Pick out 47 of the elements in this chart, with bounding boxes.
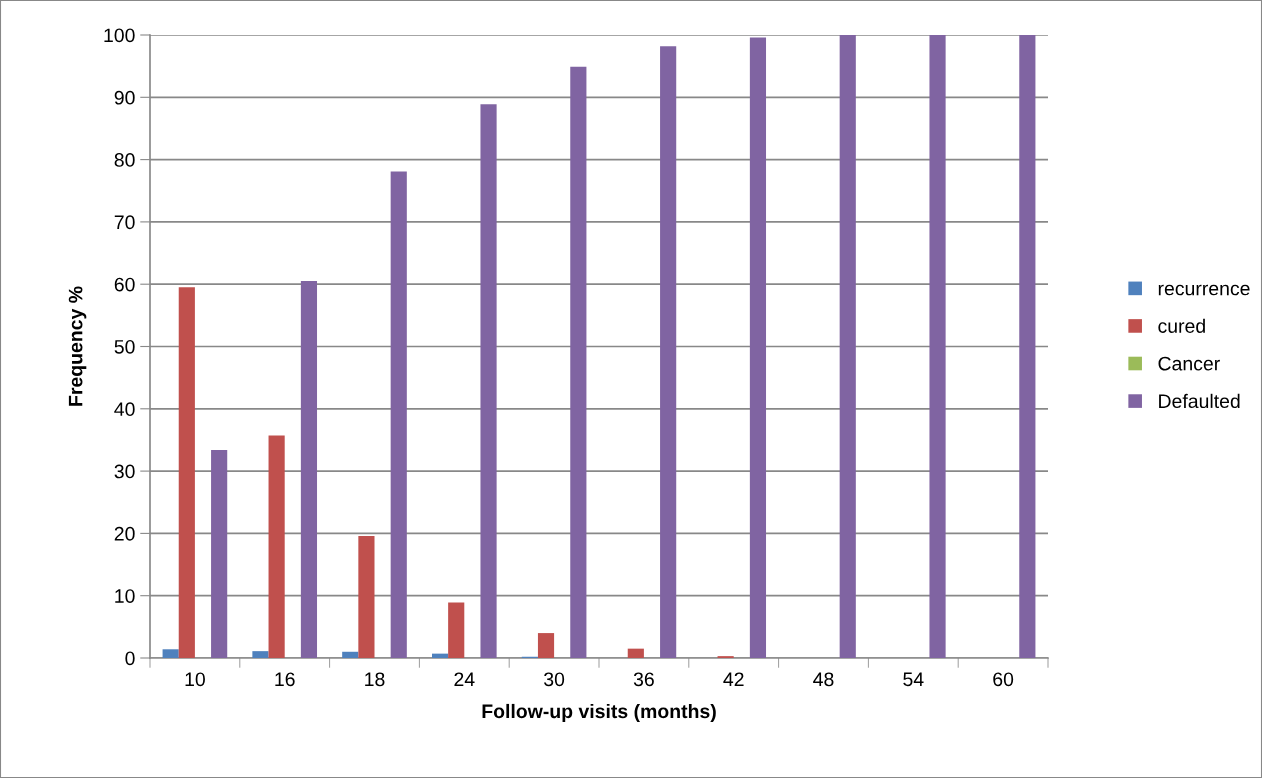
bar: [431, 653, 449, 658]
y-tick-label: 40: [114, 402, 135, 417]
x-tick-label: 42: [723, 672, 744, 686]
bar: [929, 35, 946, 658]
bar: [211, 449, 228, 658]
y-tick-label: 20: [114, 526, 135, 541]
x-tick-label: 10: [185, 672, 205, 687]
bar: [268, 435, 285, 658]
x-tick-label: 60: [993, 672, 1014, 687]
bar: [480, 104, 497, 658]
legend-label: Defaulted: [1159, 393, 1240, 409]
bar: [627, 648, 644, 658]
bar: [252, 651, 269, 658]
y-tick-label: 0: [125, 651, 135, 666]
x-tick-label: 30: [544, 672, 565, 687]
bar: [178, 287, 195, 658]
y-tick-label: 100: [104, 28, 135, 43]
y-tick-label: 50: [114, 339, 135, 354]
bar: [749, 37, 767, 658]
x-tick-label: 24: [454, 672, 475, 686]
bar: [390, 171, 407, 658]
legend-label: recurrence: [1158, 284, 1250, 296]
y-tick-label: 10: [115, 589, 135, 603]
bar: [448, 602, 465, 658]
bar: [358, 535, 375, 658]
bar: [839, 35, 856, 658]
y-tick-label: 60: [114, 277, 135, 292]
bar: [300, 281, 318, 658]
x-tick-label: 54: [903, 672, 924, 687]
y-tick-label: 30: [114, 464, 135, 479]
y-axis-title: Frequency %: [68, 286, 87, 406]
bar: [342, 651, 359, 658]
legend-label: Cancer: [1158, 356, 1220, 371]
y-tick-label: 80: [114, 153, 135, 167]
y-tick-label: 90: [114, 90, 135, 105]
bar: [162, 649, 179, 658]
x-tick-label: 18: [365, 672, 385, 687]
y-tick-label: 70: [114, 215, 135, 230]
x-tick-label: 48: [813, 672, 834, 687]
x-axis-title: Follow-up visits (months): [482, 703, 716, 723]
legend-label: cured: [1158, 318, 1205, 333]
bar: [570, 66, 587, 658]
bar: [1019, 35, 1036, 658]
bar: [537, 633, 555, 658]
bar: [660, 46, 677, 658]
x-tick-label: 36: [633, 672, 654, 687]
x-tick-label: 16: [275, 672, 295, 687]
